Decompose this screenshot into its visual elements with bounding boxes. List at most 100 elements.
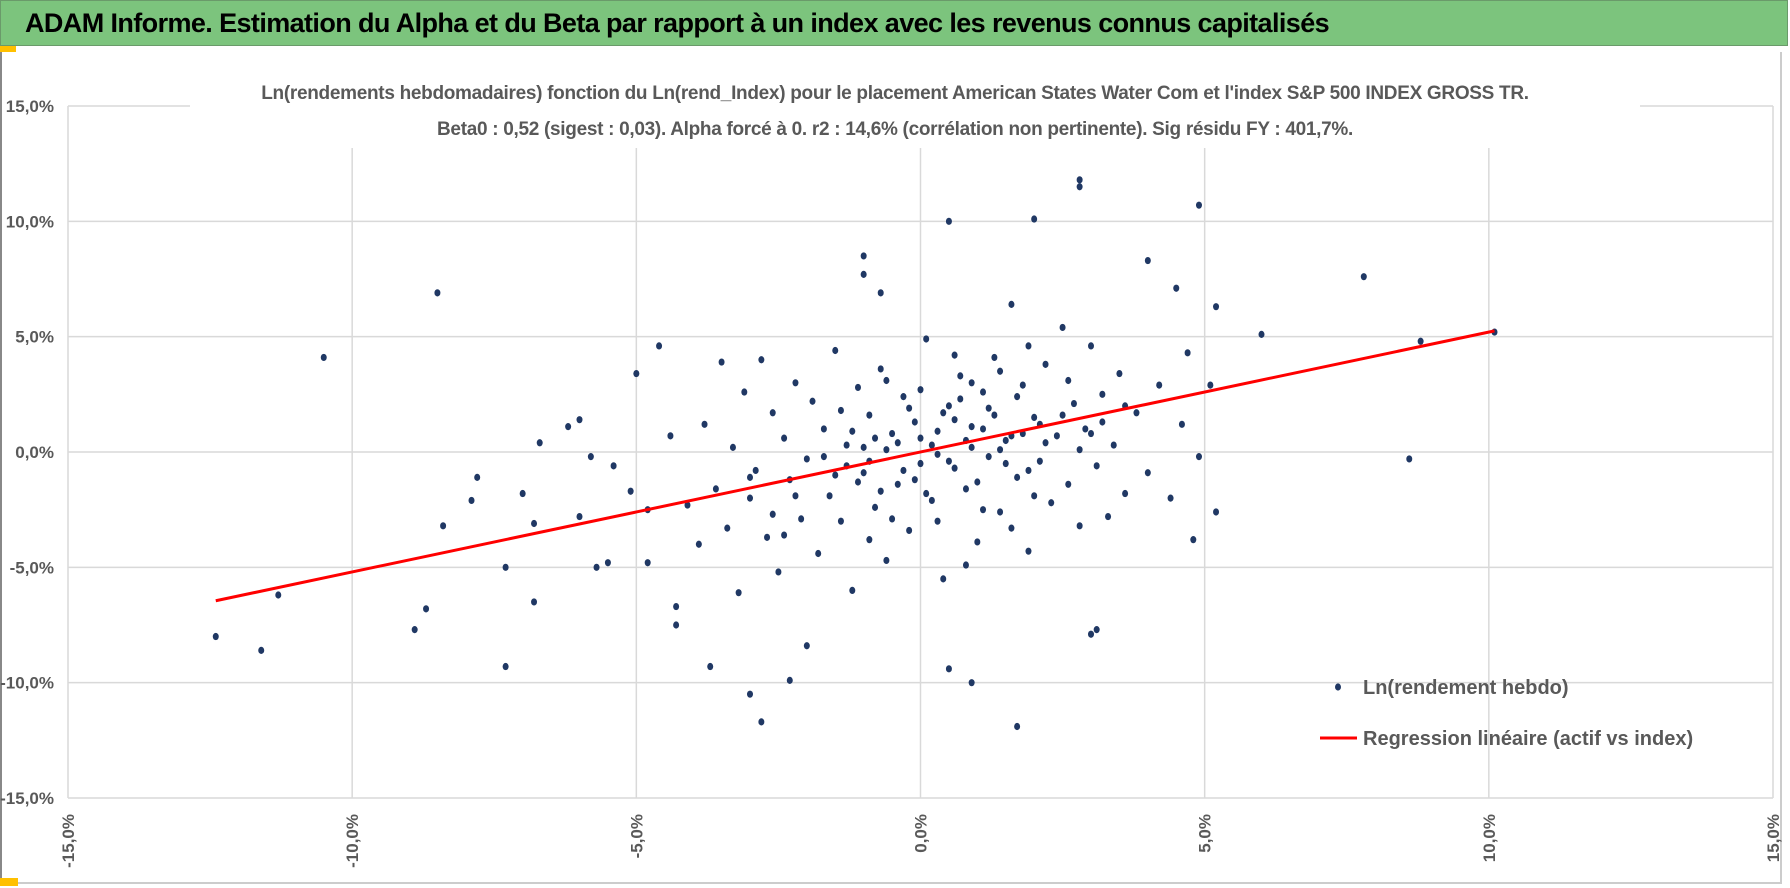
data-point — [764, 533, 771, 541]
data-point — [815, 549, 822, 558]
data-point — [923, 335, 930, 343]
data-point — [1105, 512, 1112, 521]
chart-subtitle: Beta0 : 0,52 (sigest : 0,03). Alpha forc… — [437, 119, 1353, 140]
data-point — [1008, 300, 1015, 308]
data-point — [502, 563, 509, 571]
data-point — [957, 395, 964, 403]
data-point — [1082, 425, 1089, 433]
data-point — [1156, 381, 1163, 389]
data-point — [968, 423, 975, 431]
data-point — [440, 522, 447, 530]
data-point — [684, 501, 691, 509]
data-point — [849, 586, 856, 595]
data-point — [258, 646, 265, 654]
data-point — [928, 441, 935, 449]
data-point — [1173, 284, 1180, 292]
data-point — [883, 446, 890, 454]
data-point — [587, 453, 594, 461]
y-tick-label: -15,0% — [0, 789, 54, 808]
data-point — [951, 416, 958, 424]
data-point — [917, 434, 924, 442]
data-point — [1070, 399, 1077, 408]
x-tick-label: 5,0% — [1196, 814, 1215, 853]
data-point — [1065, 376, 1072, 385]
data-point — [423, 605, 430, 613]
data-point — [889, 515, 896, 523]
x-tick-label: 10,0% — [1480, 814, 1499, 862]
data-point — [974, 478, 981, 486]
data-point — [934, 427, 941, 435]
legend-label-regression: Regression linéaire (actif vs index) — [1363, 728, 1693, 750]
data-point — [1178, 420, 1185, 428]
data-point — [565, 423, 572, 431]
data-point — [877, 289, 884, 297]
y-tick-label: 10,0% — [6, 212, 54, 231]
report-title: ADAM Informe. Estimation du Alpha et du … — [25, 8, 1330, 38]
x-tick-label: 0,0% — [912, 814, 931, 853]
data-point — [968, 379, 975, 387]
x-tick-label: 15,0% — [1764, 814, 1783, 862]
data-point — [536, 439, 543, 447]
data-point — [854, 478, 861, 486]
data-point — [894, 480, 901, 488]
report-header: ADAM Informe. Estimation du Alpha et du … — [0, 0, 1788, 46]
data-point — [900, 466, 907, 475]
data-point — [1190, 536, 1197, 544]
data-point — [1099, 418, 1106, 426]
data-point — [1036, 457, 1043, 465]
data-point — [911, 476, 918, 484]
data-point — [468, 496, 475, 505]
data-point — [928, 496, 935, 505]
data-point — [798, 515, 805, 523]
data-point — [1195, 201, 1202, 209]
data-point — [1406, 455, 1413, 463]
data-point — [997, 508, 1004, 516]
regression-line — [215, 329, 1495, 603]
data-point — [809, 397, 816, 405]
data-point — [832, 471, 839, 479]
data-point — [980, 388, 987, 396]
data-point — [212, 632, 219, 641]
data-point — [1076, 183, 1083, 191]
data-point — [1002, 436, 1009, 445]
data-point — [576, 512, 583, 521]
data-point — [883, 556, 890, 565]
data-point — [945, 457, 952, 465]
data-point — [747, 690, 753, 698]
data-point — [775, 568, 782, 576]
data-point — [531, 598, 538, 606]
x-tick-label: -10,0% — [343, 814, 362, 868]
y-tick-label: 0,0% — [15, 443, 54, 462]
data-point — [735, 589, 742, 597]
data-point — [576, 416, 583, 424]
y-tick-label: 5,0% — [15, 328, 54, 347]
chart-title-block: Ln(rendements hebdomadaires) fonction du… — [0, 76, 1790, 148]
data-point — [729, 443, 736, 451]
data-point — [474, 473, 481, 481]
data-point — [1076, 522, 1083, 530]
legend-marker-points — [1335, 683, 1341, 691]
data-point — [906, 526, 913, 535]
selection-marker — [0, 46, 16, 52]
data-point — [997, 367, 1004, 375]
data-point — [747, 494, 753, 502]
data-point — [1195, 453, 1202, 461]
data-point — [911, 418, 918, 426]
data-point — [906, 404, 913, 412]
data-point — [1002, 459, 1009, 468]
data-point — [820, 425, 827, 433]
data-point — [1133, 409, 1140, 417]
data-point — [860, 270, 867, 278]
data-point — [1008, 524, 1015, 532]
legend-label-points: Ln(rendement hebdo) — [1363, 677, 1569, 699]
data-point — [820, 453, 827, 461]
data-point — [781, 434, 788, 442]
data-point — [866, 411, 873, 419]
data-point — [1025, 466, 1032, 475]
data-point — [1031, 492, 1038, 500]
data-point — [985, 404, 992, 412]
data-point — [968, 443, 975, 451]
data-point — [1099, 390, 1106, 398]
data-point — [411, 626, 418, 634]
